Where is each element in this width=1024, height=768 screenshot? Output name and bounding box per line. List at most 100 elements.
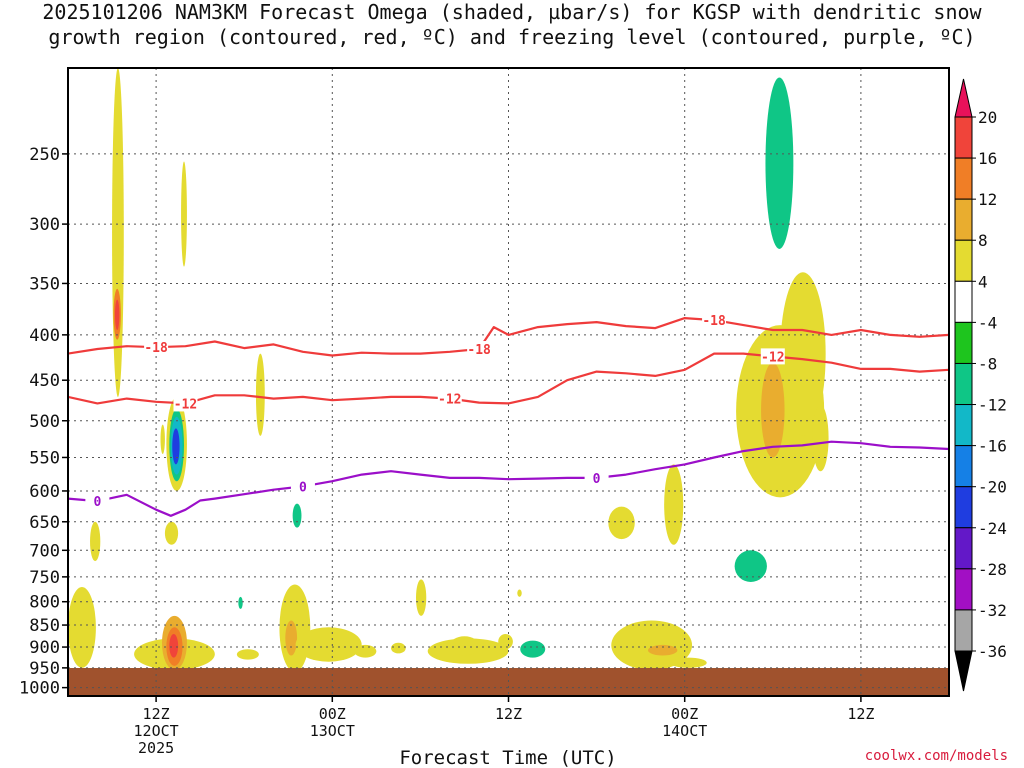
x-axis-label: Forecast Time (UTC) (399, 747, 616, 768)
colorbar-box-11 (954, 568, 973, 611)
omega-shading (68, 68, 829, 672)
title-line-2: growth region (contoured, red, ºC) and f… (48, 25, 976, 49)
colorbar-label-0: 20 (978, 108, 997, 127)
grid-lines (68, 68, 949, 696)
y-tick-label-1000: 1000 (19, 679, 60, 699)
contour-label-0-0: -18 (144, 341, 168, 356)
omega-shade-21 (324, 640, 355, 658)
omega-shade-33 (647, 644, 678, 656)
omega-shade-9 (181, 161, 187, 267)
colorbar-label-7: -12 (978, 396, 1007, 415)
contour-line-3 (68, 440, 949, 517)
colorbar-label-11: -28 (978, 560, 1007, 579)
x-tick-label-24-0: 00Z (319, 705, 346, 723)
colorbar-box-12 (954, 609, 973, 652)
omega-shade-29 (498, 634, 513, 650)
colorbar-label-9: -20 (978, 478, 1007, 497)
x-tick-label-60-0: 12Z (847, 705, 874, 723)
omega-shade-10 (160, 424, 165, 454)
colorbar-label-3: 8 (978, 231, 988, 250)
colorbar-box-3 (954, 239, 973, 282)
title-line-1: 2025101206 NAM3KM Forecast Omega (shaded… (42, 0, 982, 24)
contour-label-bg-0-2 (702, 312, 727, 329)
y-tick-label-400: 400 (29, 326, 60, 346)
omega-shade-25 (391, 642, 406, 654)
x-tick-label-48-1: 14OCT (662, 722, 707, 740)
y-tick-label-750: 750 (29, 568, 60, 588)
contour-label-0-2: -18 (702, 314, 726, 329)
colorbar-box-10 (954, 527, 973, 570)
x-tick-label-24-1: 13OCT (310, 722, 355, 740)
omega-shade-35 (608, 506, 635, 540)
contour-label-bg-1-0 (173, 395, 198, 412)
colorbar-box-2 (954, 198, 973, 241)
omega-shade-19 (285, 620, 298, 656)
contour-label-bg-0-1 (467, 341, 492, 358)
omega-colorbar: 20 16 12 8 4 -4 -8 -12 -16 -20 -24 -28 -32 -36 (954, 78, 1007, 692)
omega-shade-38 (765, 77, 794, 249)
colorbar-label-8: -16 (978, 437, 1007, 456)
omega-shade-32 (611, 620, 693, 670)
omega-shade-22 (292, 503, 302, 528)
contour-label-1-1: -12 (438, 393, 461, 408)
colorbar-box-4 (954, 280, 973, 323)
omega-shade-42 (761, 362, 785, 458)
y-tick-label-900: 900 (29, 638, 60, 658)
contour-line-2 (68, 352, 949, 405)
colorbar-box-9 (954, 486, 973, 529)
y-tick-label-650: 650 (29, 513, 60, 533)
credit-link[interactable]: coolwx.com/models (864, 748, 1008, 764)
x-tick-label-12-0: 12Z (143, 705, 170, 723)
y-tick-label-850: 850 (29, 616, 60, 636)
omega-shade-17 (255, 353, 265, 436)
x-tick-label-36-0: 12Z (495, 705, 522, 723)
omega-shade-36 (664, 464, 684, 545)
omega-shade-37 (734, 550, 767, 582)
y-tick-label-950: 950 (29, 659, 60, 679)
colorbar-label-13: -36 (978, 642, 1007, 661)
omega-shade-1 (90, 521, 101, 562)
contour-label-bg-0-0 (144, 339, 169, 356)
contour-label-1-0: -12 (174, 397, 197, 412)
colorbar-label-4: 4 (978, 272, 988, 291)
contour-label-bg-1-1 (437, 390, 462, 407)
omega-shade-8 (172, 428, 180, 465)
contour-label-2-0: 0 (93, 495, 101, 510)
contour-label-1-2: -12 (761, 350, 784, 365)
colorbar-label-5: -4 (978, 313, 997, 332)
omega-shade-41 (812, 405, 829, 472)
omega-shade-28 (449, 636, 480, 656)
omega-shade-24 (354, 644, 377, 658)
pressure-axis: 2503003504004505005506006507007508008509… (19, 145, 68, 699)
y-tick-label-600: 600 (29, 482, 60, 502)
contour-label-bg-2-1 (290, 478, 315, 495)
contour-label-bg-2-2 (584, 469, 609, 486)
omega-shade-16 (236, 649, 259, 660)
chart-title: 2025101206 NAM3KM Forecast Omega (shaded… (0, 0, 1024, 50)
y-tick-label-550: 550 (29, 448, 60, 468)
colorbar-box-8 (954, 445, 973, 488)
contour-line-1 (68, 317, 949, 357)
omega-shade-40 (780, 272, 826, 436)
omega-shade-11 (164, 521, 179, 545)
omega-shade-4 (114, 299, 120, 331)
colorbar-top-arrow (954, 78, 973, 118)
contour-label-bg-2-0 (85, 493, 110, 510)
contour-label-2-1: 0 (299, 480, 307, 495)
contour-label-2-2: 0 (593, 472, 601, 487)
colorbar-bottom-arrow (954, 650, 973, 692)
x-tick-label-12-2: 2025 (138, 739, 174, 757)
y-tick-label-350: 350 (29, 274, 60, 294)
contour-label-0-1: -18 (467, 343, 491, 358)
contour-lines: -18 -18 -18 -12 -12 -12 0 0 0 (68, 312, 949, 517)
colorbar-box-5 (954, 321, 973, 364)
y-tick-label-700: 700 (29, 541, 60, 561)
colorbar-box-1 (954, 157, 973, 200)
omega-shade-0 (68, 586, 96, 668)
omega-shade-23 (238, 596, 243, 609)
x-tick-label-12-1: 12OCT (134, 722, 179, 740)
colorbar-box-0 (954, 116, 973, 159)
colorbar-label-1: 16 (978, 149, 997, 168)
omega-shade-31 (520, 640, 546, 658)
